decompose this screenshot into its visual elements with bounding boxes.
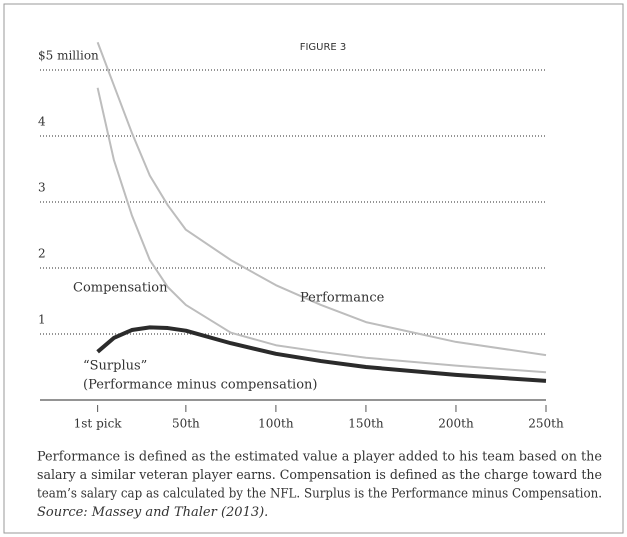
annotation: “Surplus” [83,359,147,374]
frame [3,3,624,534]
x-tick-label: 200th [438,417,474,431]
x-tick-label: 150th [348,417,384,431]
y-tick-label: $5 million [38,49,99,63]
y-tick-label: 1 [38,313,46,327]
x-tick-label: 250th [528,417,564,431]
series-line [96,87,547,374]
x-tick-label: 1st pick [74,417,123,431]
annotation: Compensation [73,281,168,296]
caption-line: Performance is defined as the estimated … [37,450,602,465]
y-tick-label: 3 [38,181,46,195]
series-line [96,41,547,357]
y-tick-label: 4 [38,115,46,129]
annotation: Performance [300,291,385,306]
source: Source: Massey and Thaler (2013). [37,505,268,520]
chart-title: FIGURE 3 [300,42,347,53]
y-tick-label: 2 [38,247,46,261]
x-tick-label: 100th [258,417,294,431]
x-tick-label: 50th [172,417,200,431]
caption-line: team’s salary cap as calculated by the N… [37,487,602,502]
caption-line: salary a similar veteran player earns. C… [37,468,602,483]
annotation: (Performance minus compensation) [83,378,317,393]
series-line [96,325,547,383]
